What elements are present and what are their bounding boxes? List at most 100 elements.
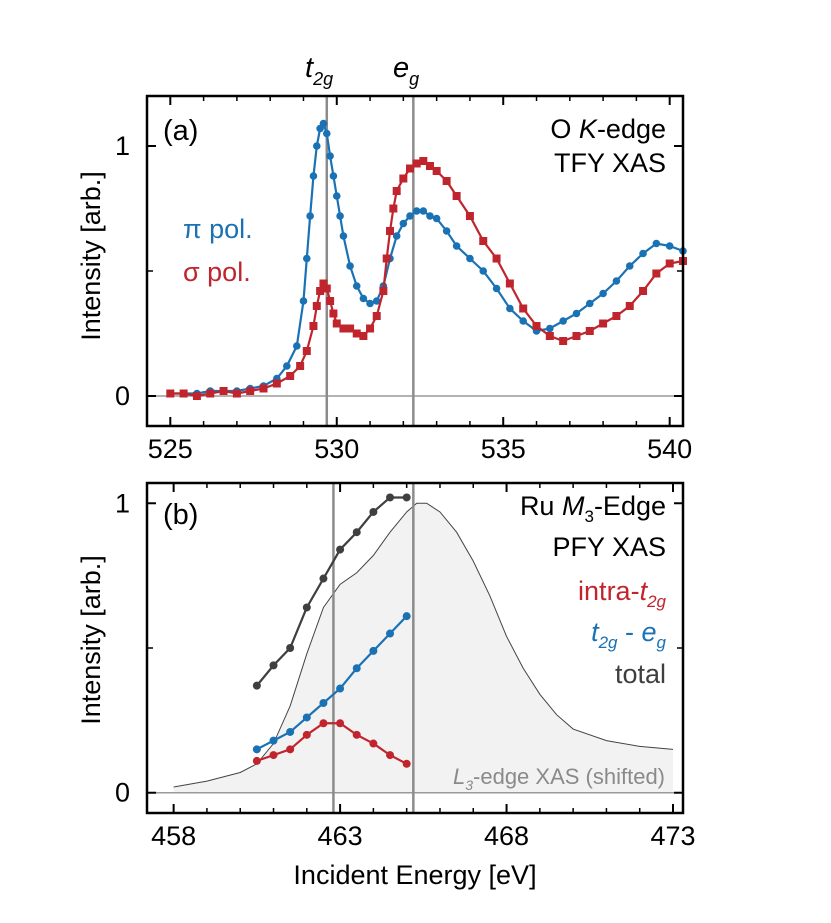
- data-point: [572, 332, 581, 340]
- panel-a-annotation-edge: K: [579, 114, 598, 144]
- data-point: [492, 254, 501, 263]
- data-point: [665, 259, 674, 268]
- data-point: [332, 319, 341, 328]
- data-point: [519, 304, 528, 313]
- data-point: [432, 214, 441, 223]
- data-point: [322, 284, 331, 293]
- y-tick-label: 1: [115, 488, 130, 518]
- data-point: [352, 528, 361, 537]
- data-point: [505, 279, 514, 288]
- data-point: [269, 751, 278, 760]
- data-point: [192, 392, 201, 400]
- data-point: [296, 362, 305, 370]
- data-point: [406, 164, 415, 173]
- panel-b-xlabel: Incident Energy [eV]: [293, 860, 536, 890]
- data-point: [432, 167, 441, 175]
- background-xas-line: [173, 502, 674, 788]
- panel-a-frame: 525 530 535 540 0 1: [115, 94, 692, 464]
- data-point: [425, 162, 434, 170]
- y-tick-label: 1: [115, 131, 130, 161]
- data-point: [286, 372, 295, 380]
- data-point: [166, 389, 175, 398]
- data-point: [366, 324, 375, 333]
- data-point: [386, 227, 395, 235]
- panel-b-ylabel: Intensity [arb.]: [76, 555, 106, 725]
- panel-a-annotation-edge-suffix: -edge: [597, 114, 666, 144]
- panel-b-annotation-line2: PFY XAS: [552, 532, 666, 562]
- data-point: [665, 242, 674, 250]
- panel-b-annotation-line1: Ru M3-Edge: [520, 491, 666, 526]
- data-point: [506, 304, 514, 313]
- data-point: [286, 745, 295, 754]
- data-point: [316, 287, 325, 295]
- data-point: [269, 736, 278, 745]
- data-point: [406, 212, 414, 220]
- data-point: [612, 277, 621, 285]
- panel-a-axes-box: [145, 94, 685, 428]
- data-point: [386, 629, 395, 638]
- data-point: [319, 699, 328, 707]
- background-xas-fill: [173, 503, 674, 793]
- data-point: [309, 322, 318, 330]
- x-tick-label: 525: [148, 434, 193, 464]
- data-point: [336, 545, 345, 554]
- legend-t2g-eg: t2g - eg: [591, 617, 666, 652]
- data-point: [286, 644, 295, 652]
- data-point: [346, 262, 354, 270]
- panel-b-annotation-edge-sub: 3: [584, 507, 593, 526]
- series-line-total: [256, 496, 407, 687]
- data-point: [346, 324, 355, 333]
- data-point: [369, 739, 378, 748]
- series-total: [252, 493, 411, 690]
- data-point: [332, 192, 341, 200]
- data-point: [352, 730, 361, 739]
- legend-total: total: [615, 659, 666, 689]
- data-point: [369, 507, 378, 516]
- data-point: [442, 227, 451, 235]
- data-point: [452, 192, 461, 200]
- data-point: [652, 239, 661, 248]
- data-point: [519, 317, 527, 325]
- data-point: [219, 387, 228, 395]
- data-point: [319, 574, 328, 583]
- data-point: [412, 159, 421, 168]
- panel-b-plot-area: [147, 483, 683, 813]
- data-point: [639, 287, 648, 295]
- data-point: [299, 297, 308, 305]
- data-point: [286, 727, 295, 736]
- data-point: [372, 297, 381, 305]
- data-point: [545, 332, 554, 340]
- data-point: [352, 282, 361, 290]
- data-point: [379, 287, 388, 295]
- data-point: [326, 297, 335, 305]
- data-point: [492, 284, 501, 293]
- data-point: [625, 302, 634, 310]
- data-point: [532, 322, 541, 330]
- panel-a-ylabel: Intensity [arb.]: [76, 171, 106, 341]
- data-point: [359, 294, 368, 303]
- data-point: [206, 389, 215, 398]
- data-point: [329, 172, 338, 180]
- x-tick-label: 530: [314, 434, 359, 464]
- data-point: [466, 254, 474, 263]
- data-point: [392, 187, 401, 195]
- data-point: [599, 289, 607, 298]
- data-point: [312, 142, 321, 150]
- series-line-t2g-eg: [256, 615, 408, 751]
- x-tick-label: 463: [318, 821, 363, 851]
- vline-label-eg: eg: [393, 52, 419, 89]
- data-point: [329, 309, 338, 318]
- data-point: [283, 362, 291, 370]
- data-point: [232, 389, 241, 398]
- panel-b-frame: 458 463 468 473 0 1: [115, 481, 696, 851]
- data-point: [402, 493, 411, 502]
- panel-a-annotation-line1: O K-edge: [550, 114, 666, 144]
- data-point: [179, 389, 188, 398]
- data-point: [612, 312, 621, 320]
- y-tick-label: 0: [115, 778, 130, 808]
- data-point: [319, 279, 328, 288]
- panel-a-plot-area: [147, 96, 687, 426]
- series-t2g-eg: [252, 612, 411, 754]
- data-point: [465, 212, 474, 220]
- data-point: [585, 299, 594, 308]
